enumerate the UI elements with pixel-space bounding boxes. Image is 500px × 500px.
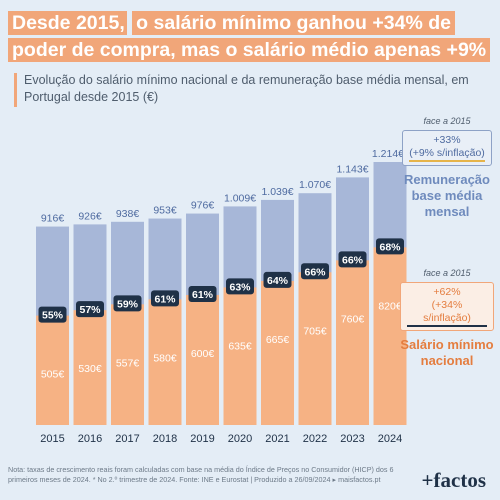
ratio-badge <box>151 290 179 307</box>
ratio-label: 59% <box>117 298 139 310</box>
ratio-label: 61% <box>192 289 214 301</box>
x-tick-label: 2016 <box>78 433 102 445</box>
avg-note: face a 2015 <box>423 116 471 126</box>
ratio-label: 64% <box>267 275 289 287</box>
ratio-label: 63% <box>229 281 251 293</box>
min-growth-real: (+34% s/inflação) <box>407 299 487 327</box>
x-tick-label: 2017 <box>115 433 139 445</box>
ratio-label: 57% <box>79 304 101 316</box>
avg-value-label: 938€ <box>116 208 140 220</box>
page-title: Desde 2015, o salário mínimo ganhou +34%… <box>8 10 492 64</box>
footer-note: Nota: taxas de crescimento reais foram c… <box>8 465 394 484</box>
ratio-badge <box>338 251 367 268</box>
x-tick-label: 2015 <box>40 433 64 445</box>
min-value-label: 705€ <box>303 325 327 337</box>
x-tick-label: 2023 <box>340 433 364 445</box>
min-bar-2016 <box>73 310 107 425</box>
min-bar-2024 <box>373 247 407 425</box>
min-value-label: 530€ <box>78 363 102 375</box>
ratio-label: 55% <box>42 310 64 322</box>
ratio-badge <box>188 286 217 303</box>
ratio-badge <box>113 295 142 312</box>
min-bar-2019 <box>186 295 219 425</box>
min-value-label: 600€ <box>191 348 215 360</box>
min-value-label: 760€ <box>341 313 365 325</box>
min-value-label: 635€ <box>228 340 252 352</box>
ratio-badge <box>76 301 104 318</box>
x-tick-label: 2019 <box>190 433 214 445</box>
min-note: face a 2015 <box>423 268 471 278</box>
avg-annotation: face a 2015 +33% (+9% s/inflação) Remune… <box>400 116 494 220</box>
min-bar-2015 <box>36 315 69 425</box>
ratio-label: 66% <box>342 254 364 266</box>
min-bar-2022 <box>298 272 332 425</box>
min-value-label: 580€ <box>153 352 177 364</box>
subtitle: Evolução do salário mínimo nacional e da… <box>24 73 469 104</box>
subtitle-accent-bar <box>14 73 17 107</box>
avg-value-label: 926€ <box>78 210 102 222</box>
min-bar-2023 <box>336 260 369 425</box>
avg-value-label: 976€ <box>191 200 215 212</box>
x-tick-label: 2022 <box>303 433 327 445</box>
avg-growth-nominal: +33% <box>433 134 461 146</box>
min-value-label: 665€ <box>266 334 290 346</box>
ratio-badge <box>38 306 67 323</box>
ratio-label: 61% <box>154 293 176 305</box>
min-value-label: 557€ <box>116 357 140 369</box>
ratio-label: 66% <box>304 266 326 278</box>
min-growth-box: +62% (+34% s/inflação) <box>400 282 494 331</box>
avg-value-label: 1.070€ <box>299 179 331 191</box>
min-bar-2020 <box>223 287 257 425</box>
brand-logo: +factos <box>421 468 486 492</box>
title-part1: Desde 2015, <box>8 11 127 35</box>
min-bar-2017 <box>111 304 144 425</box>
ratio-label: 68% <box>379 241 401 253</box>
avg-series-label: Remuneração base média mensal <box>404 172 490 219</box>
avg-value-label: 1.009€ <box>224 192 256 204</box>
min-value-label: 505€ <box>41 369 65 381</box>
ratio-badge <box>263 271 292 288</box>
avg-value-label: 1.143€ <box>336 163 368 175</box>
min-bar-2021 <box>261 280 294 425</box>
ratio-badge <box>301 263 329 280</box>
min-annotation: face a 2015 +62% (+34% s/inflação) Salár… <box>400 268 494 369</box>
min-bar-2018 <box>148 299 182 425</box>
min-series-label: Salário mínimo nacional <box>400 337 494 368</box>
avg-growth-box: +33% (+9% s/inflação) <box>402 130 492 166</box>
avg-growth-real: (+9% s/inflação) <box>409 147 485 162</box>
ratio-badge <box>376 238 404 255</box>
x-tick-label: 2024 <box>378 433 402 445</box>
avg-value-label: 953€ <box>153 205 177 217</box>
min-growth-nominal: +62% <box>433 286 461 298</box>
x-tick-label: 2020 <box>228 433 252 445</box>
ratio-badge <box>226 278 254 295</box>
avg-value-label: 1.214€* <box>372 148 408 160</box>
avg-value-label: 916€ <box>41 213 65 225</box>
x-tick-label: 2018 <box>153 433 177 445</box>
min-value-label: 820€ <box>378 300 402 312</box>
avg-value-label: 1.039€ <box>261 186 293 198</box>
x-tick-label: 2021 <box>265 433 289 445</box>
